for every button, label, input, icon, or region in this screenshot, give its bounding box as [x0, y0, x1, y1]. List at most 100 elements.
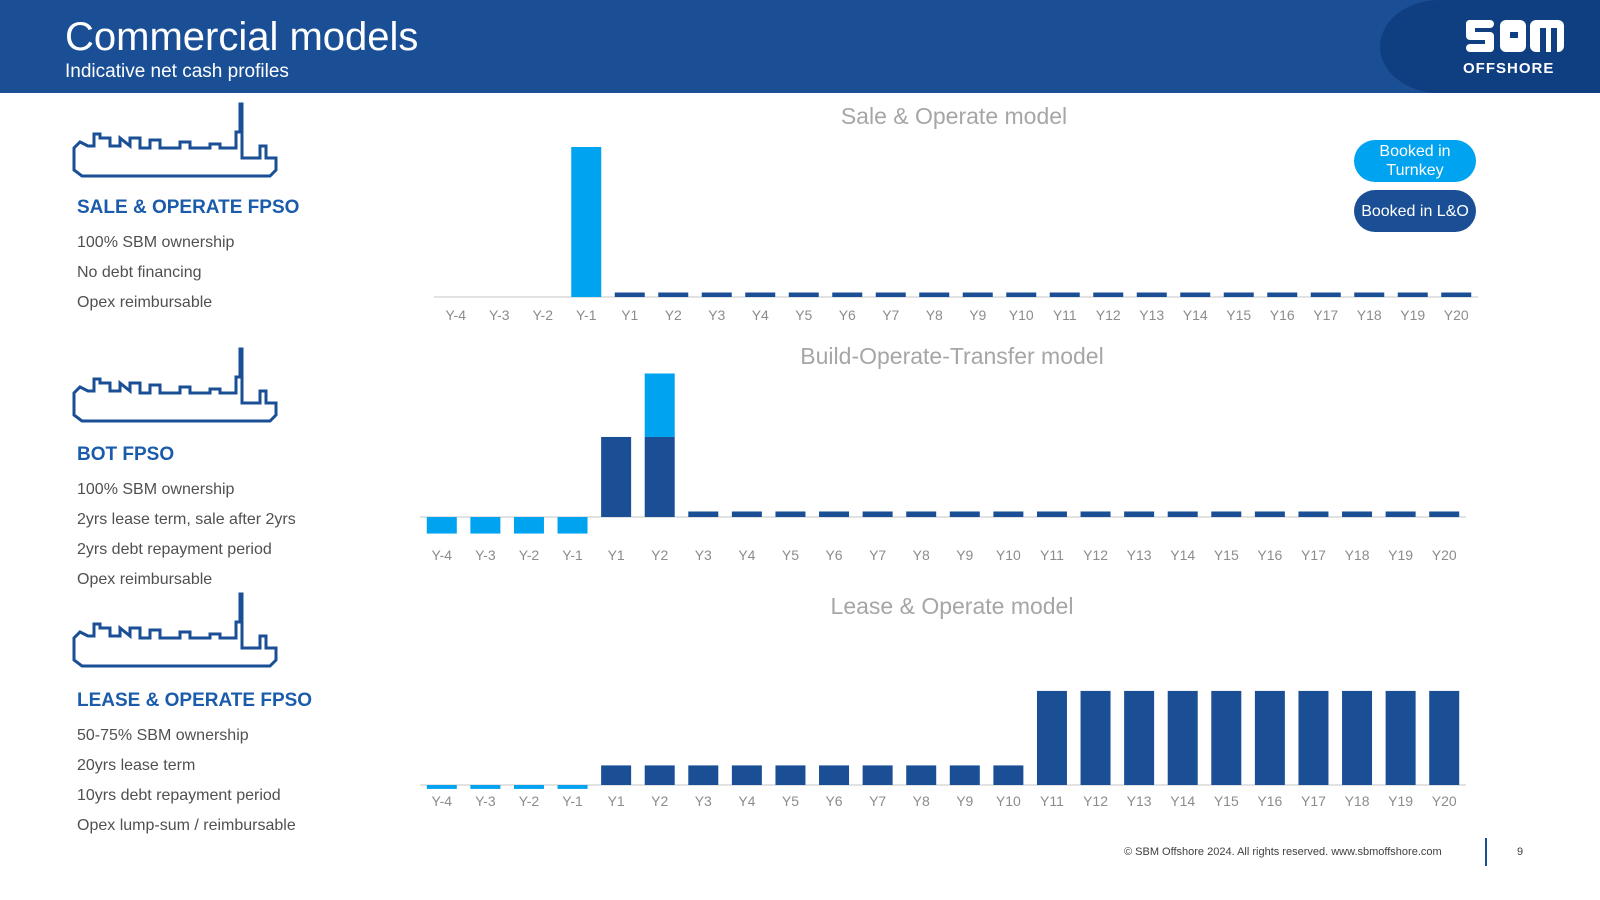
bar-y18-lo — [1354, 292, 1385, 297]
bar-y20-lo — [1429, 511, 1460, 517]
tick-label: Y4 — [752, 307, 769, 323]
bar-y5-lo — [775, 765, 806, 785]
bar-y3-lo — [688, 765, 719, 785]
model-description-sale-operate: SALE & OPERATE FPSO 100% SBM ownership N… — [77, 197, 299, 318]
tick-label: Y17 — [1301, 547, 1326, 563]
bar-y13-lo — [1124, 690, 1155, 785]
logo-wordmark: OFFSHORE — [1463, 60, 1555, 77]
bar-y-4-turnkey — [426, 785, 457, 789]
page-subtitle: Indicative net cash profiles — [65, 61, 289, 82]
tick-label: Y-2 — [532, 307, 553, 323]
tick-label: Y15 — [1214, 547, 1239, 563]
fpso-ship-icon — [72, 592, 278, 668]
bar-y10-lo — [1006, 292, 1037, 297]
tick-label: Y4 — [738, 793, 755, 809]
tick-label: Y19 — [1400, 307, 1425, 323]
model-point: 10yrs debt repayment period — [77, 787, 281, 804]
tick-label: Y7 — [869, 547, 886, 563]
model-point: No debt financing — [77, 264, 202, 281]
tick-label: Y-2 — [519, 793, 540, 809]
page-title: Commercial models — [65, 15, 419, 59]
bar-y11-lo — [1036, 690, 1067, 785]
tick-label: Y8 — [913, 547, 930, 563]
tick-label: Y-4 — [445, 307, 466, 323]
bar-y9-lo — [949, 511, 980, 517]
tick-label: Y10 — [996, 793, 1021, 809]
bar-y-1-turnkey — [557, 785, 588, 789]
tick-label: Y6 — [825, 793, 842, 809]
bar-y-4-turnkey — [426, 517, 457, 534]
model-point: 50-75% SBM ownership — [77, 727, 249, 744]
tick-label: Y12 — [1083, 793, 1108, 809]
chart-1: Sale & Operate model Y-4 Y-3 Y-2 Y-1 Y1 Y2 Y3 Y4… — [434, 103, 1478, 323]
tick-label: Y20 — [1432, 547, 1457, 563]
tick-label: Y17 — [1301, 793, 1326, 809]
tick-label: Y14 — [1170, 793, 1195, 809]
model-title: SALE & OPERATE FPSO — [77, 197, 300, 218]
tick-label: Y2 — [665, 307, 682, 323]
tick-label: Y8 — [926, 307, 943, 323]
bar-y2-lo — [658, 292, 689, 297]
bar-y2-lo — [644, 436, 675, 517]
bar-y14-lo — [1167, 511, 1198, 517]
model-point: 100% SBM ownership — [77, 481, 235, 498]
bar-y13-lo — [1136, 292, 1167, 297]
bar-y17-lo — [1298, 690, 1329, 785]
bar-y8-lo — [906, 511, 937, 517]
tick-label: Y-4 — [432, 547, 453, 563]
model-point: Opex lump-sum / reimbursable — [77, 817, 296, 834]
bar-y11-lo — [1049, 292, 1080, 297]
tick-label: Y11 — [1053, 307, 1077, 323]
model-description-lease-operate: LEASE & OPERATE FPSO 50-75% SBM ownershi… — [77, 690, 312, 841]
bar-y7-lo — [875, 292, 906, 297]
tick-label: Y12 — [1083, 547, 1108, 563]
model-point: 100% SBM ownership — [77, 234, 235, 251]
tick-label: Y14 — [1170, 547, 1195, 563]
tick-label: Y18 — [1345, 793, 1370, 809]
tick-label: Y-1 — [562, 793, 583, 809]
bar-y12-lo — [1080, 511, 1111, 517]
model-point: Opex reimbursable — [77, 571, 213, 588]
legend-turnkey: Booked in Turnkey — [1354, 140, 1476, 182]
bar-y17-lo — [1298, 511, 1329, 517]
bar-y7-lo — [862, 765, 893, 785]
model-point: 2yrs lease term, sale after 2yrs — [77, 511, 296, 528]
tick-label: Y18 — [1357, 307, 1382, 323]
tick-label: Y5 — [782, 547, 799, 563]
fpso-ship-icon — [72, 102, 278, 178]
tick-label: Y13 — [1127, 793, 1152, 809]
tick-label: Y-3 — [475, 793, 496, 809]
bar-y1-lo — [614, 292, 645, 297]
bar-y1-lo — [601, 436, 632, 517]
chart-2: Build-Operate-Transfer model Y-4 Y-3 Y-2 Y-1… — [420, 343, 1466, 563]
bar-y16-lo — [1254, 690, 1285, 785]
tick-label: Y11 — [1040, 547, 1064, 563]
bar-y4-lo — [731, 765, 762, 785]
tick-label: Y10 — [996, 547, 1021, 563]
bar-y-2-turnkey — [513, 517, 544, 534]
bar-y9-lo — [962, 292, 993, 297]
model-title: LEASE & OPERATE FPSO — [77, 690, 313, 711]
tick-label: Y3 — [708, 307, 725, 323]
bar-y19-lo — [1397, 292, 1428, 297]
tick-label: Y15 — [1214, 793, 1239, 809]
tick-label: Y1 — [621, 307, 638, 323]
tick-label: Y-1 — [562, 547, 583, 563]
tick-label: Y2 — [651, 793, 668, 809]
tick-label: Y13 — [1127, 547, 1152, 563]
tick-label: Y3 — [695, 793, 712, 809]
model-title: BOT FPSO — [77, 444, 175, 465]
bar-y16-lo — [1254, 511, 1285, 517]
bar-y12-lo — [1093, 292, 1124, 297]
tick-label: Y16 — [1257, 793, 1282, 809]
bar-y10-lo — [993, 765, 1024, 785]
tick-label: Y9 — [956, 547, 973, 563]
tick-label: Y13 — [1139, 307, 1164, 323]
tick-label: Y8 — [913, 793, 930, 809]
bar-y5-lo — [788, 292, 819, 297]
chart-title: Sale & Operate model — [841, 103, 1067, 129]
tick-label: Y20 — [1432, 793, 1457, 809]
bar-y11-lo — [1036, 511, 1067, 517]
tick-label: Y3 — [695, 547, 712, 563]
